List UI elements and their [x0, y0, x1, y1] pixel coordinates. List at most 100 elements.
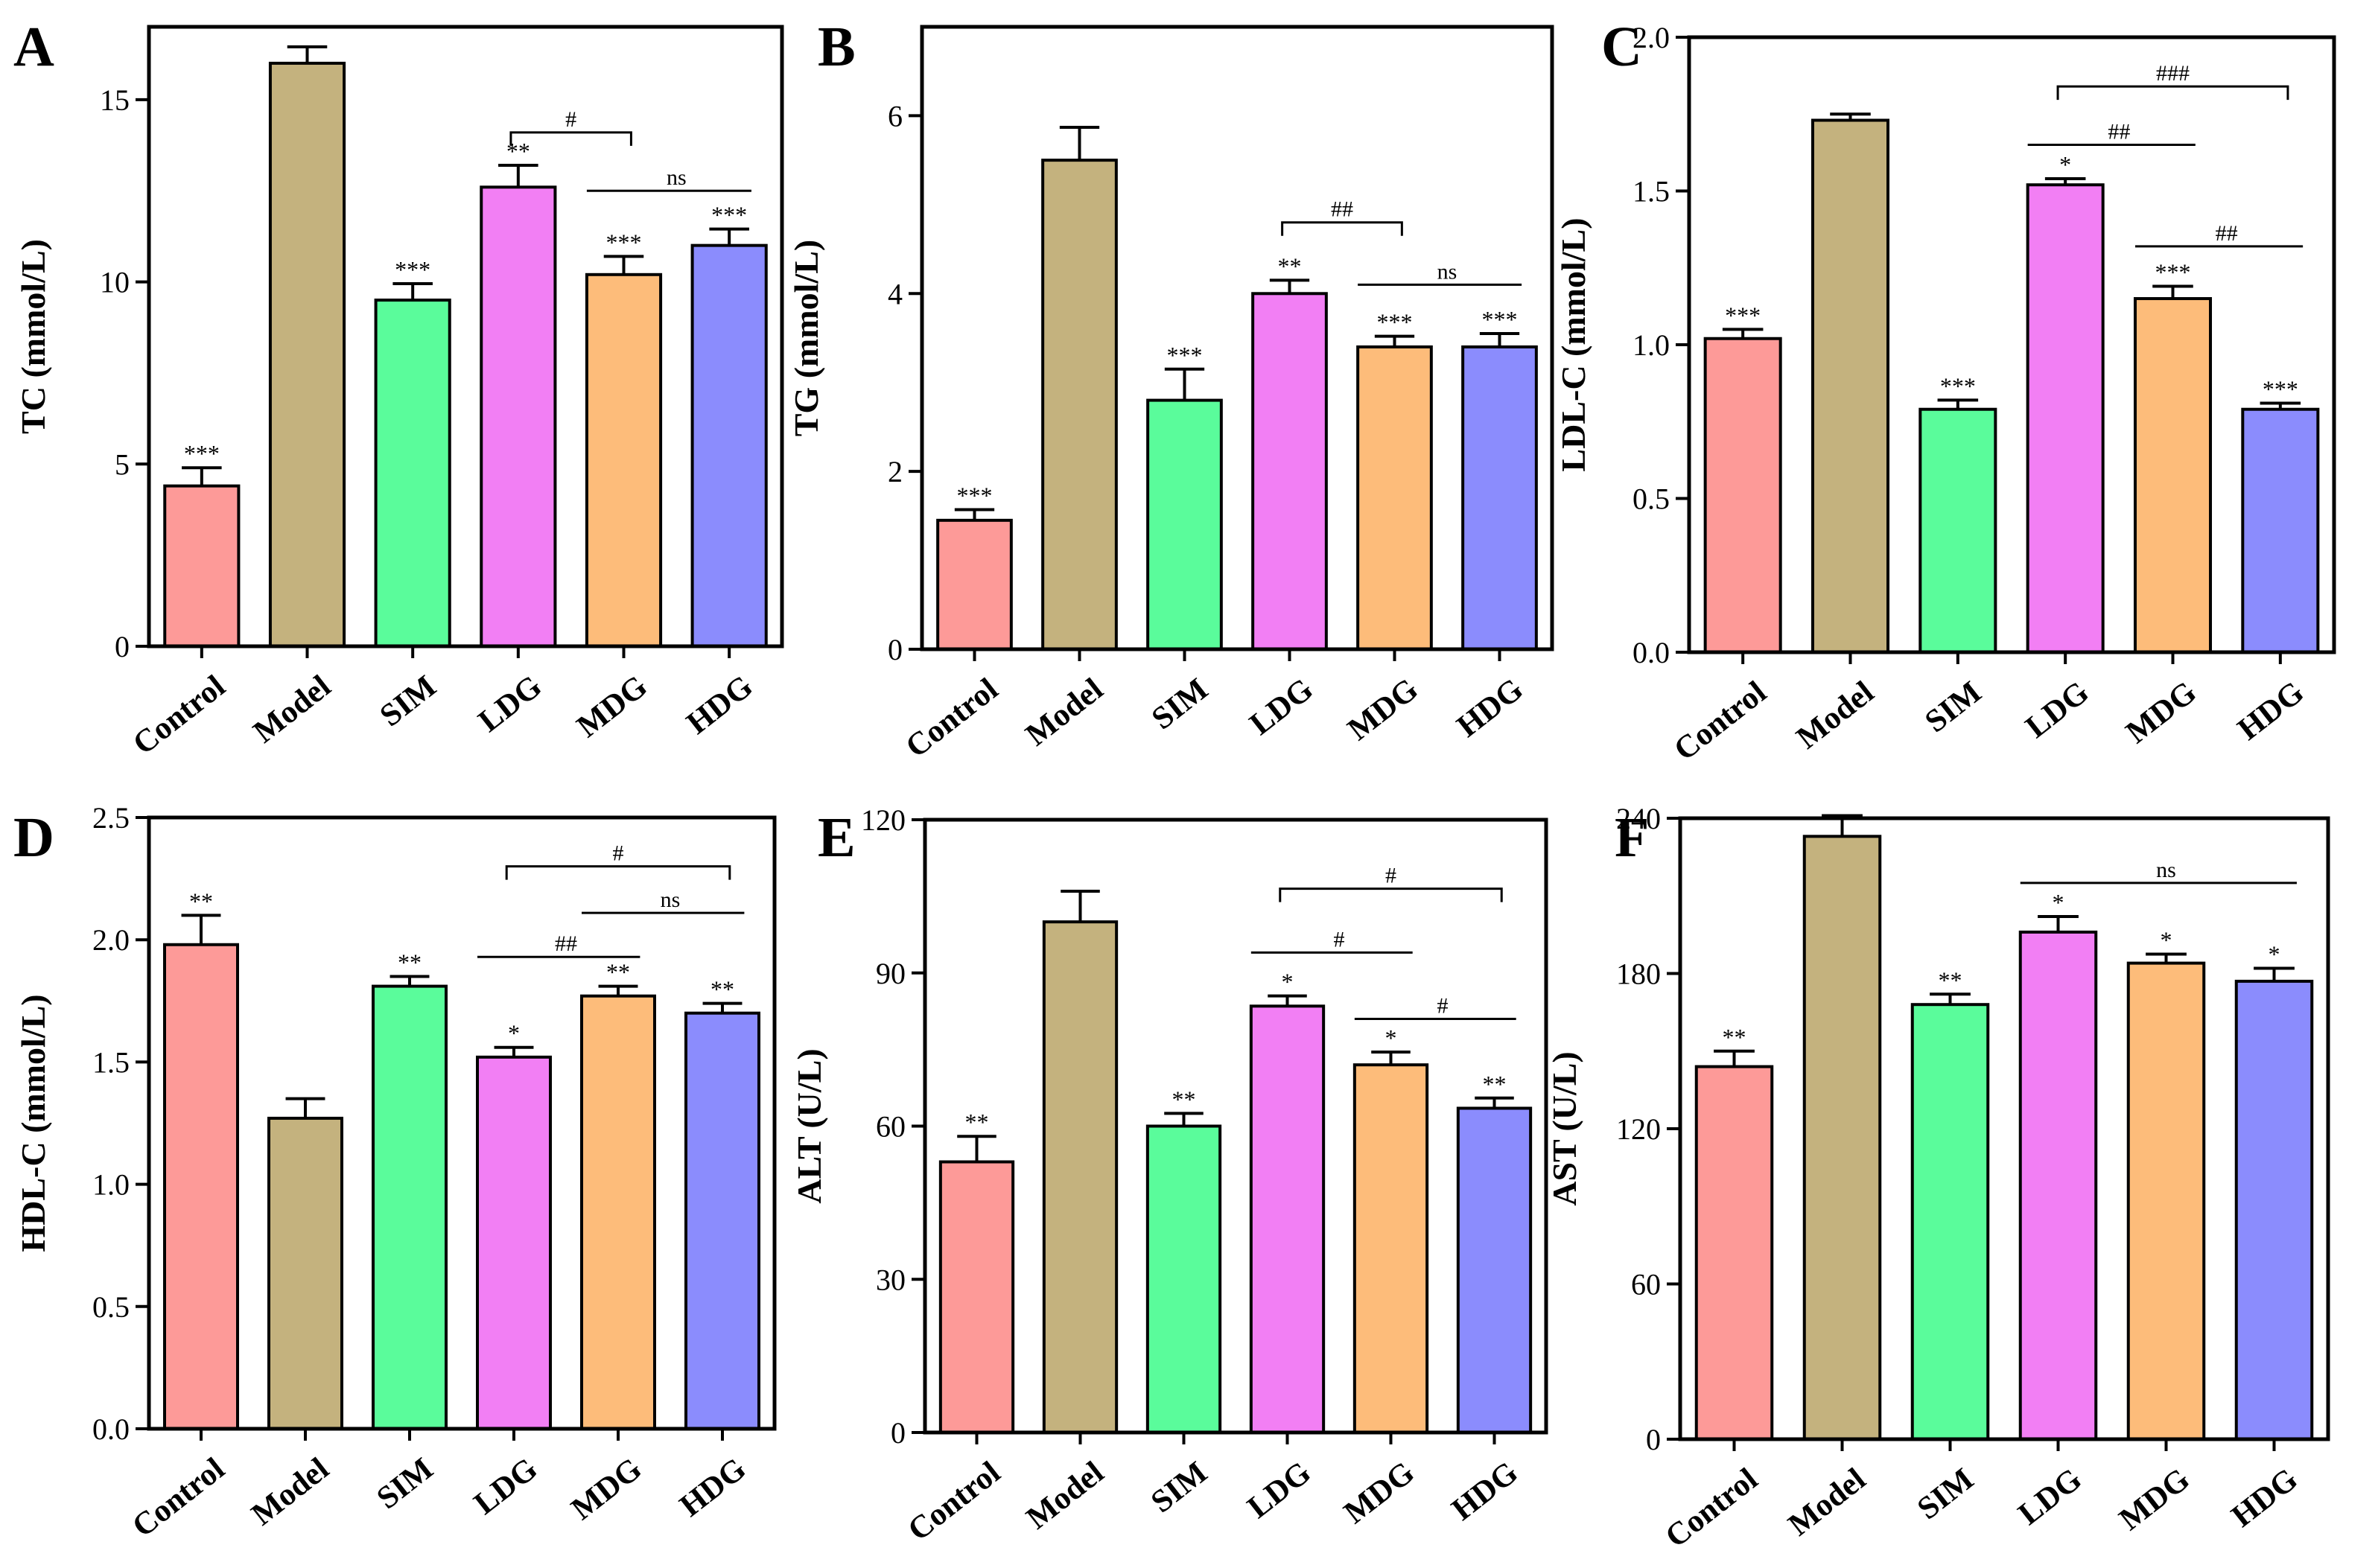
plot-frame	[147, 25, 784, 648]
y-tick-label: 0	[888, 633, 903, 666]
significance-label: ***	[2263, 375, 2298, 402]
significance-label: ***	[711, 202, 747, 229]
comparison-label: ##	[555, 931, 577, 956]
significance-label: **	[710, 976, 734, 1003]
significance-label: *	[2059, 151, 2071, 178]
y-tick-label: 240	[1616, 802, 1661, 835]
comparison-label: ns	[667, 165, 687, 190]
comparison-bracket	[1279, 887, 1503, 902]
category-label: HDG	[673, 1451, 752, 1523]
significance-label: **	[965, 1109, 989, 1135]
category-label: LDG	[2019, 675, 2095, 745]
y-tick-label: 2.0	[1633, 21, 1670, 54]
significance-label: **	[1278, 252, 1302, 279]
y-tick-label: 180	[1616, 957, 1661, 991]
y-tick-label: 0.5	[92, 1290, 130, 1324]
bar-mdg	[1356, 345, 1433, 651]
comparison-label: ##	[2108, 120, 2130, 144]
y-tick-label: 6	[888, 99, 903, 133]
category-label: Model	[245, 1451, 335, 1532]
bar-sim	[372, 984, 448, 1430]
y-tick-label: 0	[115, 630, 130, 663]
category-label: HDG	[2225, 1462, 2304, 1534]
y-tick-label: 0	[1646, 1423, 1661, 1456]
significance-label: **	[606, 959, 630, 986]
category-label: SIM	[1918, 675, 1988, 739]
category-label: Model	[1790, 675, 1881, 756]
comparison-bracket	[2056, 85, 2289, 101]
bar-mdg	[585, 273, 663, 648]
bar-hdg	[684, 1011, 760, 1430]
category-label: MDG	[1338, 1455, 1421, 1531]
category-label: HDG	[2231, 675, 2310, 747]
y-tick-label: 0.5	[1633, 482, 1670, 516]
category-label: MDG	[2120, 675, 2203, 750]
significance-label: ***	[1940, 372, 1976, 399]
y-tick-label: 15	[100, 83, 130, 117]
bar-ldg	[2026, 183, 2105, 654]
significance-label: ***	[184, 440, 220, 467]
category-label: Model	[1020, 672, 1110, 753]
bar-control	[163, 943, 239, 1430]
bar-control	[1694, 1065, 1774, 1441]
bar-hdg	[2234, 979, 2314, 1441]
significance-label: ***	[1167, 342, 1203, 369]
significance-label: ***	[957, 482, 993, 509]
category-label: MDG	[2113, 1462, 2196, 1537]
y-tick-label: 90	[876, 957, 906, 990]
comparison-label: ###	[2156, 61, 2190, 86]
significance-label: *	[2161, 926, 2172, 953]
bar-control	[1703, 337, 1782, 654]
significance-label: **	[1939, 966, 1962, 993]
plot-frame	[923, 818, 1548, 1435]
y-axis-label: LDL-C (mmol/L)	[1554, 217, 1592, 471]
y-tick-label: 1.5	[1633, 175, 1670, 208]
category-label: Control	[126, 1451, 231, 1544]
significance-label: *	[508, 1020, 520, 1047]
comparison-label: #	[565, 107, 576, 132]
bar-sim	[1918, 407, 1997, 654]
panel-letter: B	[818, 16, 856, 78]
bar-model	[1810, 118, 1890, 654]
comparison-label: #	[613, 841, 624, 866]
significance-label: ***	[1377, 309, 1413, 336]
y-tick-label: 60	[1631, 1268, 1661, 1301]
y-tick-label: 0.0	[1633, 636, 1670, 669]
bar-control	[163, 484, 241, 648]
significance-label: **	[1723, 1024, 1746, 1051]
bar-sim	[1910, 1003, 1990, 1441]
category-label: Control	[1668, 675, 1773, 768]
significance-label: ***	[2155, 259, 2191, 286]
bar-sim	[1145, 1124, 1222, 1434]
significance-label: ***	[395, 256, 430, 283]
bar-model	[1042, 920, 1119, 1434]
category-label: Control	[1659, 1462, 1764, 1555]
category-label: LDG	[468, 1451, 544, 1521]
bar-sim	[1146, 398, 1223, 651]
plot-frame	[147, 815, 777, 1431]
category-label: MDG	[1341, 672, 1425, 748]
bar-hdg	[690, 243, 768, 648]
comparison-label: ##	[2216, 221, 2238, 246]
comparison-label: ns	[661, 887, 681, 912]
comparison-label: ##	[1331, 197, 1353, 222]
category-label: LDG	[1242, 1455, 1317, 1525]
y-tick-label: 2.5	[92, 801, 130, 835]
plot-frame	[920, 25, 1554, 651]
bar-model	[267, 1116, 343, 1430]
comparison-bracket	[509, 131, 632, 146]
y-tick-label: 1.0	[92, 1168, 130, 1202]
y-tick-label: 4	[888, 277, 903, 310]
category-label: MDG	[570, 669, 654, 745]
plot-frame	[1687, 35, 2336, 654]
y-tick-label: 120	[1616, 1112, 1661, 1146]
bar-model	[268, 61, 346, 648]
significance-label: ***	[606, 229, 642, 255]
category-label: LDG	[1244, 672, 1320, 742]
y-axis-label: TG (mmol/L)	[787, 240, 825, 436]
significance-label: ***	[1482, 306, 1518, 333]
comparison-label: #	[1437, 993, 1449, 1018]
panel-letter: E	[818, 806, 856, 869]
